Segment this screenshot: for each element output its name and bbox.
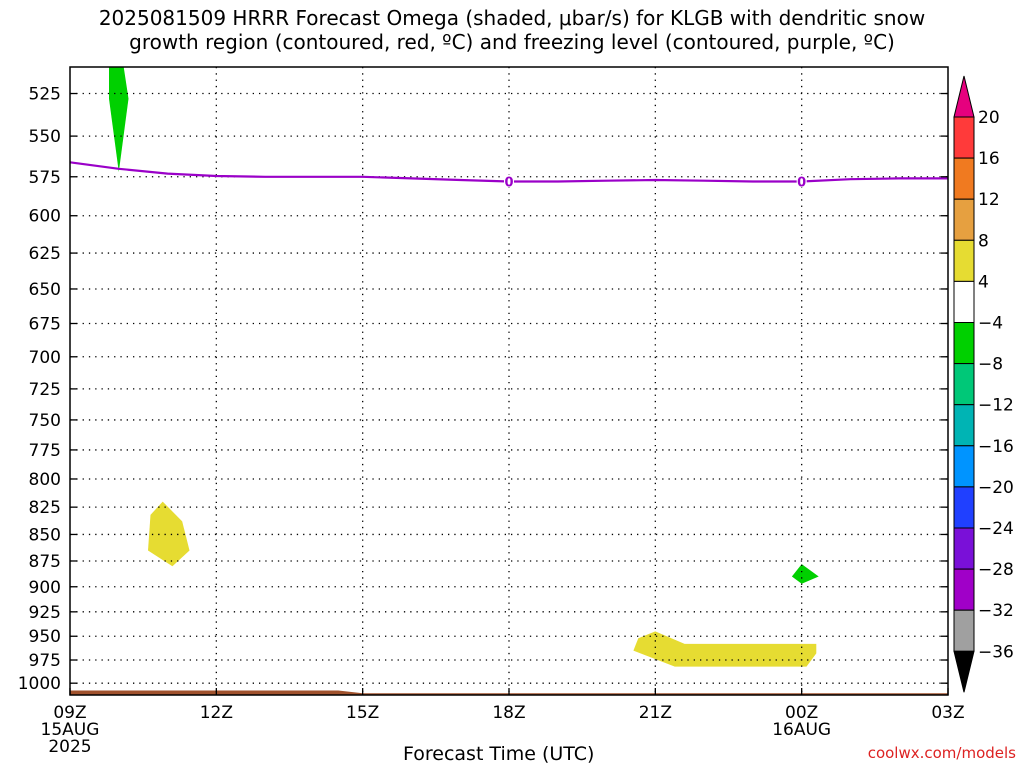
colorbar-bottom-arrow [953, 650, 975, 693]
colorbar-tick-label-16: 16 [978, 149, 1000, 169]
y-tick-label-775: 775 [29, 441, 61, 461]
grid-layer [70, 67, 948, 695]
x-tick-label-21Z: 21Z [639, 703, 672, 723]
colorbar-tick-label-12: 12 [978, 190, 1000, 210]
colorbar-tick-label--20: −20 [978, 478, 1014, 498]
x-tick-sublabel: 15AUG [41, 720, 100, 740]
x-tick-label-12Z: 12Z [200, 703, 233, 723]
colorbar-segment [953, 486, 975, 529]
colorbar-tick-label--4: −4 [978, 314, 1003, 334]
x-tick-label-18Z: 18Z [492, 703, 525, 723]
freezing-level-label: 0 [504, 176, 513, 191]
chart-title: 2025081509 HRRR Forecast Omega (shaded, … [0, 6, 1024, 54]
chart-title-line1: 2025081509 HRRR Forecast Omega (shaded, … [98, 6, 926, 30]
colorbar-segment [953, 322, 975, 365]
freezing-level-label: 0 [797, 176, 806, 191]
shaded-layer [109, 67, 819, 667]
y-tick-label-925: 925 [29, 603, 61, 623]
shaded-region-ascent-890 [791, 564, 819, 584]
colorbar-segment [953, 568, 975, 611]
freezing-level-label-bg [796, 174, 807, 188]
y-tick-label-750: 750 [29, 411, 61, 431]
colorbar: 20 16 12 8 4 −4 −8 −12 −16 −20 −24 −28 −32 −36 [953, 75, 1014, 693]
colorbar-segment [953, 363, 975, 406]
y-tick-label-1000: 1000 [18, 674, 61, 694]
terrain-area [70, 690, 948, 695]
y-tick-label-975: 975 [29, 651, 61, 671]
colorbar-segment [953, 609, 975, 652]
colorbar-segment [953, 527, 975, 570]
colorbar-tick-label--24: −24 [978, 519, 1014, 539]
y-tick-label-825: 825 [29, 498, 61, 518]
y-tick-label-725: 725 [29, 380, 61, 400]
colorbar-segment [953, 404, 975, 447]
y-tick-label-575: 575 [29, 168, 61, 188]
plot-frame [69, 66, 949, 696]
y-tick-label-700: 700 [29, 348, 61, 368]
terrain-layer [70, 690, 948, 695]
y-tick-label-550: 550 [29, 127, 61, 147]
x-tick-label-00Z: 00Z [785, 703, 818, 723]
colorbar-segment [953, 280, 975, 323]
x-tick-label-09Z: 09Z [53, 703, 86, 723]
shaded-region-descent-850 [148, 501, 190, 567]
y-tick-label-800: 800 [29, 470, 61, 490]
y-tick-label-950: 950 [29, 627, 61, 647]
x-tick-label-15Z: 15Z [346, 703, 379, 723]
x-tick-sublabel: 16AUG [772, 720, 831, 740]
colorbar-tick-label--28: −28 [978, 560, 1014, 580]
y-tick-label-650: 650 [29, 280, 61, 300]
x-axis-label: Forecast Time (UTC) [403, 743, 595, 765]
colorbar-tick-label--32: −32 [978, 601, 1014, 621]
x-tick-sublabel: 2025 [48, 737, 91, 757]
colorbar-segment [953, 445, 975, 488]
y-tick-label-600: 600 [29, 207, 61, 227]
colorbar-segment [953, 239, 975, 282]
y-tick-label-675: 675 [29, 315, 61, 335]
freezing-level-label-bg [504, 174, 514, 188]
y-tick-label-875: 875 [29, 552, 61, 572]
colorbar-segment [953, 116, 975, 159]
colorbar-tick-label--12: −12 [978, 396, 1014, 416]
frame-layer [69, 66, 949, 696]
colorbar-top-arrow [953, 75, 975, 118]
x-tick-label-03Z: 03Z [931, 703, 964, 723]
y-tick-label-625: 625 [29, 244, 61, 264]
chart-title-line2: growth region (contoured, red, ºC) and f… [129, 30, 895, 54]
y-tick-label-900: 900 [29, 578, 61, 598]
y-tick-label-525: 525 [29, 85, 61, 105]
y-axis: 525 550 575 600 625 650 675 700 725 750 775 800 825 8… [18, 85, 948, 694]
colorbar-tick-label-20: 20 [978, 108, 1000, 128]
colorbar-tick-label--36: −36 [978, 642, 1014, 662]
credit-label: coolwx.com/models [867, 744, 1016, 762]
y-tick-label-850: 850 [29, 525, 61, 545]
colorbar-tick-label--16: −16 [978, 437, 1014, 457]
colorbar-tick-label--8: −8 [978, 355, 1003, 375]
colorbar-segment [953, 157, 975, 200]
shaded-region-descent-960 [633, 631, 817, 667]
colorbar-tick-label-4: 4 [978, 272, 989, 292]
colorbar-tick-label-8: 8 [978, 231, 989, 251]
colorbar-segment [953, 198, 975, 241]
shaded-region-ascent-upper-left [109, 67, 129, 172]
